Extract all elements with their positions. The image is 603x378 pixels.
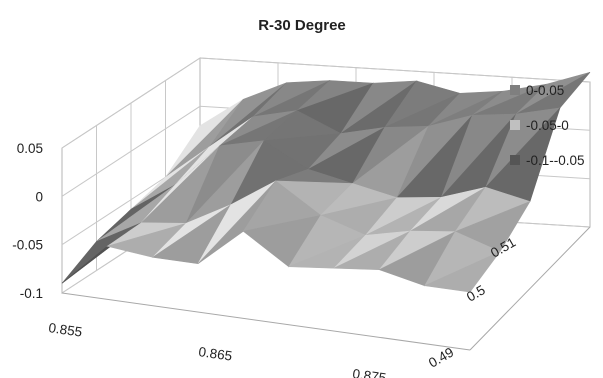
legend-swatch [510, 120, 520, 130]
depth-tick-label: 0.49 [426, 344, 456, 370]
legend-label: -0.05-0 [526, 118, 569, 133]
surface-plot [61, 72, 591, 293]
z-tick-label: -0.1 [20, 286, 43, 301]
legend-swatch [510, 85, 520, 95]
legend-label: -0.1--0.05 [526, 153, 585, 168]
x-tick-label: 0.875 [352, 366, 388, 378]
chart-title: R-30 Degree [258, 17, 346, 34]
z-tick-label: 0 [35, 189, 43, 204]
z-gridline [61, 57, 591, 149]
surface-facet [423, 250, 501, 293]
floor-front-edge [61, 292, 471, 351]
x-tick-label: 0.855 [48, 320, 84, 340]
floor-right-edge [469, 226, 591, 351]
z-tick-label: 0.05 [17, 141, 43, 156]
x-axis-ticks: 0.855 0.865 0.875 [48, 320, 388, 378]
x-tick-label: 0.865 [198, 344, 234, 364]
z-axis-ticks: 0.05 0 -0.05 -0.1 [12, 141, 43, 301]
legend-label: 0-0.05 [526, 83, 564, 98]
legend-swatch [510, 155, 520, 165]
z-tick-label: -0.05 [12, 238, 43, 253]
legend: 0-0.05 -0.05-0 -0.1--0.05 [510, 83, 585, 168]
